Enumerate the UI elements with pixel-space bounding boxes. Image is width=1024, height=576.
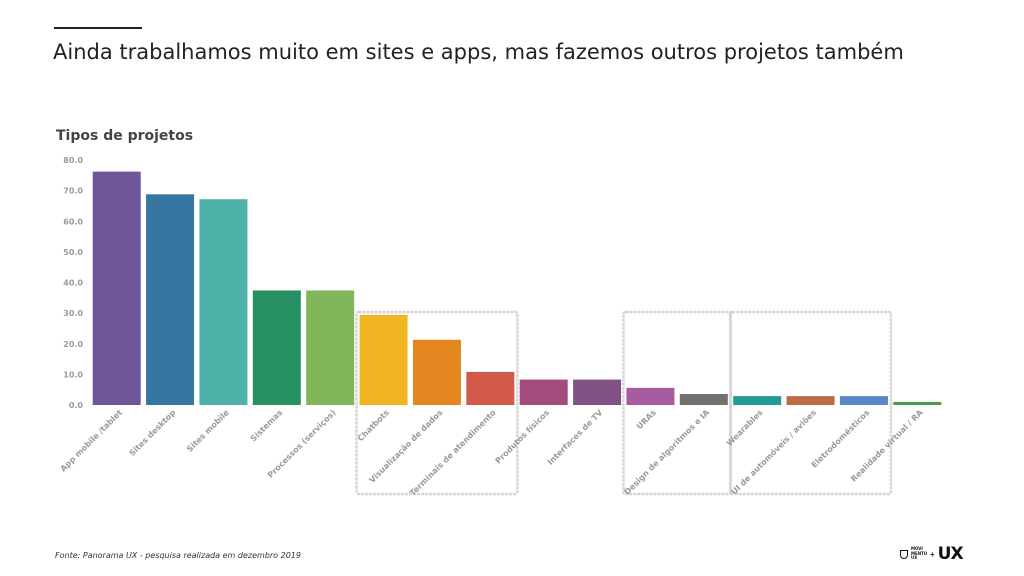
bar [893,401,942,405]
chart-title: Tipos de projetos [56,128,194,144]
bar [252,290,301,405]
x-tick-label: App mobile /tablet [59,408,125,474]
bar [679,393,728,405]
x-tick-label: Interfaces de TV [546,407,605,466]
bar [199,199,248,405]
slide-title: Ainda trabalhamos muito em sites e apps,… [53,40,904,64]
y-tick-label: 30.0 [63,309,83,318]
highlight-box [622,310,733,496]
shield-icon [900,549,908,559]
x-tick-label: Sistemas [249,408,285,444]
x-tick-label: URAs [635,408,658,431]
bar [626,387,675,405]
title-underline-rule [54,27,142,29]
x-tick-label: Eletrodomésticos [809,407,872,470]
bar [466,371,515,405]
bar [786,396,835,405]
bar [733,396,782,405]
y-tick-label: 80.0 [63,156,83,165]
bar [92,171,141,405]
y-tick-label: 50.0 [63,248,83,257]
x-tick-label: Produtos físicos [494,408,552,466]
x-tick-label: Chatbots [356,408,391,443]
source-footnote: Fonte: Panorama UX - pesquisa realizada … [55,551,301,560]
y-tick-label: 70.0 [63,187,83,196]
bar [519,379,568,405]
bar [573,379,622,405]
bar [146,194,195,405]
y-tick-label: 60.0 [63,217,83,226]
x-tick-label: UI de automóveis / aviões [729,407,818,496]
x-tick-label: Sites desktop [128,408,178,458]
bar [306,290,355,405]
bar [839,396,888,405]
y-tick-label: 10.0 [63,370,83,379]
highlight-box [728,310,893,496]
y-tick-label: 0.0 [69,401,84,410]
logo-plus: + [930,549,935,559]
x-tick-label: Design de algoritmos e IA [623,407,712,496]
logo-big-text: UX [937,544,964,564]
y-tick-label: 40.0 [63,279,83,288]
x-tick-label: Sites mobile [185,408,231,454]
bar [412,339,461,405]
y-tick-label: 20.0 [63,340,83,349]
bar [359,314,408,405]
highlight-box [355,310,519,496]
brand-logo: MOVI MENTO UX + UX [900,544,964,564]
x-tick-label: Terminais de atendimento [408,408,498,498]
logo-small-text: MOVI MENTO UX [911,546,928,561]
